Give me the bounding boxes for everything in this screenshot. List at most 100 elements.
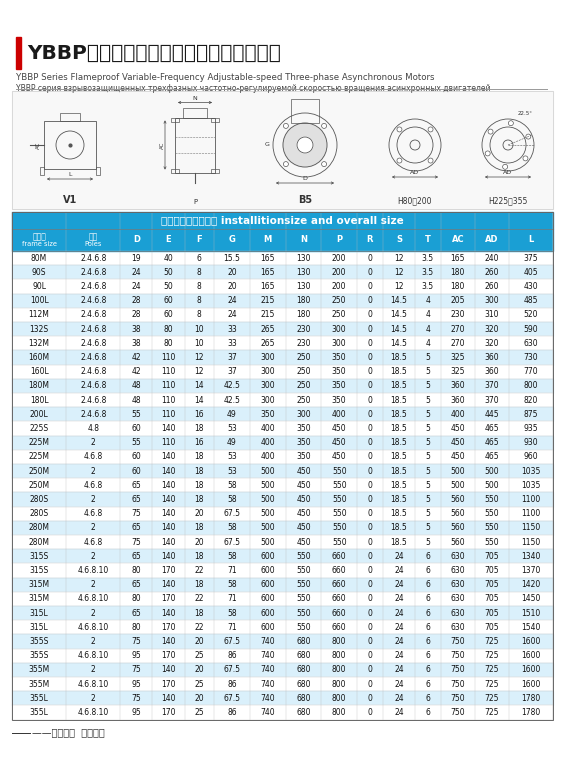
Text: 18.5: 18.5 [390, 495, 407, 504]
Bar [12, 279, 553, 294]
Text: 0: 0 [368, 338, 372, 348]
Text: 465: 465 [484, 438, 499, 447]
Text: Poles: Poles [85, 241, 102, 247]
Text: 2: 2 [91, 552, 95, 561]
Text: 400: 400 [260, 424, 275, 433]
Text: 0: 0 [368, 424, 372, 433]
Text: 18.5: 18.5 [390, 382, 407, 390]
Bar [44, 121, 96, 169]
Text: 600: 600 [260, 566, 275, 575]
Text: 24: 24 [394, 581, 404, 589]
Text: 2: 2 [91, 608, 95, 618]
Text: 80: 80 [164, 338, 173, 348]
Text: 800: 800 [332, 637, 346, 646]
Text: 14: 14 [194, 382, 204, 390]
Text: 325: 325 [450, 367, 465, 376]
Text: 67.5: 67.5 [224, 694, 241, 703]
Text: 0: 0 [368, 296, 372, 305]
Circle shape [297, 137, 313, 153]
Text: 22: 22 [194, 566, 204, 575]
Text: 5: 5 [425, 410, 431, 419]
Text: 200L: 200L [30, 410, 49, 419]
Text: 250: 250 [332, 311, 346, 319]
Text: 360: 360 [484, 353, 499, 362]
Text: 24: 24 [394, 594, 404, 604]
Text: 12: 12 [394, 254, 404, 263]
Text: 12: 12 [394, 282, 404, 291]
Bar [12, 265, 553, 279]
Text: 14.5: 14.5 [390, 325, 407, 334]
Text: 24: 24 [132, 268, 141, 277]
Text: 60: 60 [164, 311, 173, 319]
Text: 18.5: 18.5 [390, 353, 407, 362]
Text: 4.6.8.10: 4.6.8.10 [78, 623, 109, 631]
Text: 10: 10 [194, 338, 204, 348]
Text: 58: 58 [227, 495, 237, 504]
Text: 300: 300 [332, 338, 346, 348]
Text: 67.5: 67.5 [224, 537, 241, 547]
Bar [12, 422, 553, 436]
Text: 2: 2 [91, 524, 95, 533]
Text: 0: 0 [368, 665, 372, 675]
Text: 180L: 180L [30, 396, 49, 405]
Text: 50: 50 [164, 268, 173, 277]
Text: 200: 200 [332, 254, 346, 263]
Circle shape [428, 158, 433, 163]
Text: 0: 0 [368, 679, 372, 689]
Text: 165: 165 [260, 268, 275, 277]
Text: 25: 25 [194, 708, 204, 717]
Text: 140: 140 [161, 552, 176, 561]
Text: 230: 230 [450, 311, 465, 319]
Text: 42: 42 [132, 353, 141, 362]
Text: 28: 28 [132, 311, 141, 319]
Text: 740: 740 [260, 708, 275, 717]
Text: 5: 5 [425, 509, 431, 518]
Text: 800: 800 [332, 665, 346, 675]
Text: 550: 550 [296, 608, 311, 618]
Circle shape [397, 127, 402, 132]
Bar [12, 507, 553, 520]
Text: N: N [300, 235, 307, 244]
Text: 315L: 315L [30, 608, 49, 618]
Text: 1340: 1340 [521, 552, 541, 561]
Text: 4.6.8.10: 4.6.8.10 [78, 708, 109, 717]
Text: 230: 230 [296, 325, 311, 334]
Text: 14.5: 14.5 [390, 311, 407, 319]
Text: 355M: 355M [28, 679, 50, 689]
Text: 140: 140 [161, 481, 176, 490]
Bar [12, 407, 553, 422]
Text: L: L [528, 235, 533, 244]
Text: 0: 0 [368, 552, 372, 561]
Text: 740: 740 [260, 694, 275, 703]
Text: 110: 110 [162, 396, 176, 405]
Text: 360: 360 [450, 396, 465, 405]
Text: 740: 740 [260, 679, 275, 689]
Text: 60: 60 [132, 424, 141, 433]
Text: 95: 95 [132, 708, 141, 717]
Text: F: F [197, 235, 202, 244]
Text: 48: 48 [132, 396, 141, 405]
Bar [12, 663, 553, 677]
Text: 300: 300 [296, 410, 311, 419]
Text: 930: 930 [524, 438, 538, 447]
Text: 680: 680 [296, 694, 311, 703]
Text: 2.4.6.8: 2.4.6.8 [80, 311, 107, 319]
Text: 4: 4 [425, 296, 431, 305]
Text: ——以诚待人  以质取胜: ——以诚待人 以质取胜 [32, 728, 105, 738]
Text: 350: 350 [296, 424, 311, 433]
Text: 630: 630 [450, 581, 465, 589]
Text: 18: 18 [194, 608, 204, 618]
Text: 5: 5 [425, 353, 431, 362]
Text: 140: 140 [161, 608, 176, 618]
Text: 55: 55 [132, 410, 141, 419]
Text: 725: 725 [484, 665, 499, 675]
Text: 550: 550 [484, 537, 499, 547]
Text: 215: 215 [260, 311, 275, 319]
Text: 12: 12 [194, 367, 204, 376]
Text: 6: 6 [425, 581, 431, 589]
Text: 12: 12 [394, 268, 404, 277]
Text: 705: 705 [484, 552, 499, 561]
Text: 550: 550 [484, 495, 499, 504]
Text: 550: 550 [332, 466, 346, 476]
Text: YBBP系列隔爆型变频调速三相异步电动机: YBBP系列隔爆型变频调速三相异步电动机 [27, 43, 281, 62]
